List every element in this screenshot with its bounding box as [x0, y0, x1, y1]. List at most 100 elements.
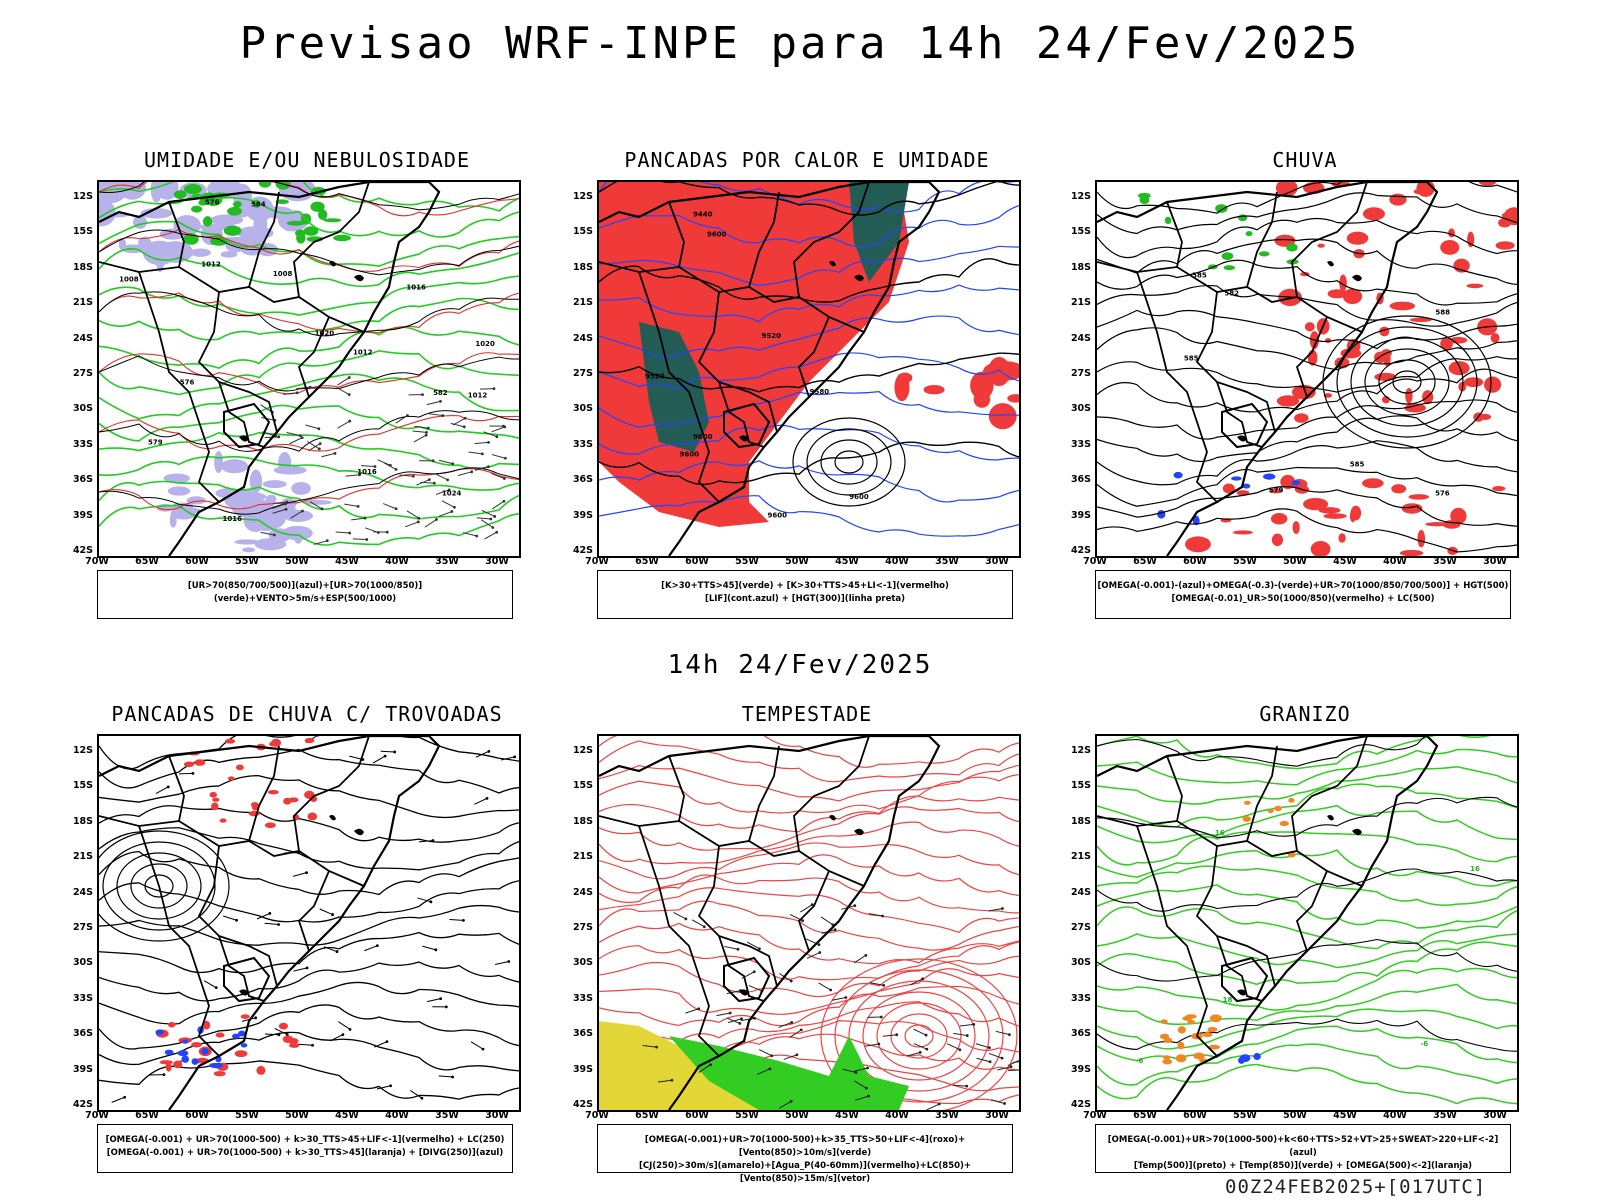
streamline: [99, 1004, 519, 1050]
strong-wind-area: [669, 1036, 909, 1110]
thunderstorm-area: [227, 776, 235, 781]
thunderstorm-area: [191, 1041, 202, 1048]
lc850-contour: [599, 736, 1019, 768]
wind-vector-head: [487, 465, 490, 469]
panel-title-chuva: CHUVA: [1272, 148, 1338, 172]
state-border: [797, 316, 830, 398]
state-border: [248, 191, 280, 288]
streamline-arrow: [274, 1028, 288, 1036]
instability-area: [894, 373, 910, 402]
wind-vector: [405, 521, 419, 528]
humidity-low-area: [310, 201, 325, 212]
wind-vector: [864, 1043, 879, 1047]
wind-vector-head: [790, 1021, 794, 1024]
divergence-area: [155, 1029, 164, 1036]
map-panel-pancadas-calor[interactable]: 9600 9600 9580 9520 9600 9440 9600 9520 9600: [597, 180, 1021, 558]
humidity-area: [159, 228, 186, 240]
streamline-arrow: [298, 1043, 313, 1046]
streamline: [99, 981, 519, 1025]
streamline: [99, 931, 519, 974]
latitude-label: 12S: [72, 745, 93, 756]
streamline-arrow-head: [331, 913, 334, 916]
hail-area: [1238, 1056, 1245, 1064]
thunderstorm-area: [304, 737, 315, 744]
map-panel-umidade[interactable]: 1012 1016 1016 1008 1012 1016 1020 1024 1020 1012…: [97, 180, 521, 558]
wind-vector: [480, 519, 494, 528]
lc850-contour: [599, 985, 1019, 1027]
wind-vector-head: [318, 442, 322, 446]
wind-vector: [748, 985, 763, 992]
contour-label: 584: [251, 200, 266, 208]
streamline-arrow-head: [305, 966, 309, 970]
state-border: [793, 182, 870, 298]
wind-vector-head: [801, 919, 805, 923]
longitude-label: 30W: [485, 556, 509, 567]
thunderstorm-area: [209, 791, 218, 798]
lif-contour: [599, 460, 1019, 503]
streamline-arrow: [330, 1034, 344, 1042]
wind-vector: [395, 415, 408, 424]
lc850-ring: [876, 1002, 962, 1070]
map-panel-pancadas-trovoadas[interactable]: [97, 734, 521, 1112]
state-border: [218, 381, 265, 448]
wind-vector-head: [298, 434, 302, 437]
wind-vector: [364, 527, 379, 534]
map-panel-granizo[interactable]: -6 -6 16 18 16: [1095, 734, 1519, 1112]
low-pressure-ring: [1350, 337, 1464, 427]
state-border: [793, 736, 870, 852]
rain-area: [1323, 393, 1333, 398]
legend-line: [OMEGA(-0.01)_UR>50(1000/850)(vermelho) …: [1171, 594, 1435, 604]
wind-vector-head: [493, 515, 497, 518]
wind-vector: [474, 466, 489, 471]
latitude-label: 21S: [572, 297, 593, 309]
lake-shape: [1237, 989, 1247, 996]
wind-vector-head: [463, 416, 467, 420]
humidity-area: [214, 450, 224, 474]
temp850-contour: [1097, 804, 1517, 844]
lc850-contour: [599, 900, 1019, 951]
contour-label: 9440: [693, 210, 713, 218]
omega-blue-area: [1242, 483, 1251, 489]
longitude-label: 65W: [135, 1110, 159, 1121]
wind-vector-head: [492, 387, 496, 391]
wind-vector-head: [435, 518, 438, 521]
forecast-time-title: 14h 24/Fev/2025: [667, 650, 933, 680]
panel-title-tempestade: TEMPESTADE: [741, 702, 873, 726]
state-border: [638, 271, 720, 503]
wind-vector-head: [272, 533, 276, 537]
streamline-arrow-head: [420, 1096, 424, 1100]
state-border: [218, 935, 265, 1002]
latitude-label: 39S: [72, 509, 93, 521]
latitude-label: 36S: [572, 1028, 593, 1040]
omega-orange-area: [1274, 805, 1282, 812]
map-panel-tempestade[interactable]: [597, 734, 1021, 1112]
wind-vector: [882, 1034, 897, 1037]
green-contour: [99, 182, 519, 212]
latitude-label: 12S: [572, 191, 593, 202]
map-panel-chuva[interactable]: 585 585 588 579 576 585 582: [1095, 180, 1519, 558]
contour-label: 9600: [680, 451, 700, 459]
instability-area: [1007, 394, 1019, 403]
streamline: [99, 827, 519, 871]
divergence-area: [238, 1030, 246, 1037]
wind-vector: [412, 430, 427, 433]
streamline-arrow-head: [375, 944, 379, 948]
lake-shape: [1327, 261, 1334, 267]
hgt500-contour: [1097, 182, 1517, 214]
longitude-label: 55W: [735, 1110, 759, 1121]
wind-vector: [335, 531, 350, 534]
wind-vector: [434, 473, 448, 481]
wind-vector: [286, 431, 301, 437]
divergence-area: [211, 1062, 223, 1069]
streamline-arrow-head: [462, 918, 465, 922]
contour-label: 1016: [406, 284, 426, 292]
rain-area: [1362, 207, 1385, 221]
contour-label: -6: [1420, 1040, 1428, 1048]
longitude-label: 50W: [1283, 556, 1307, 567]
longitude-label: 30W: [985, 556, 1009, 567]
omega-orange-area: [1175, 1054, 1187, 1063]
run-timestamp: 00Z24FEB2025+[017UTC]: [1225, 1176, 1487, 1198]
latitude-label: 24S: [72, 332, 93, 344]
wind-vector-head: [879, 1015, 883, 1019]
divergence-area: [181, 1055, 190, 1063]
